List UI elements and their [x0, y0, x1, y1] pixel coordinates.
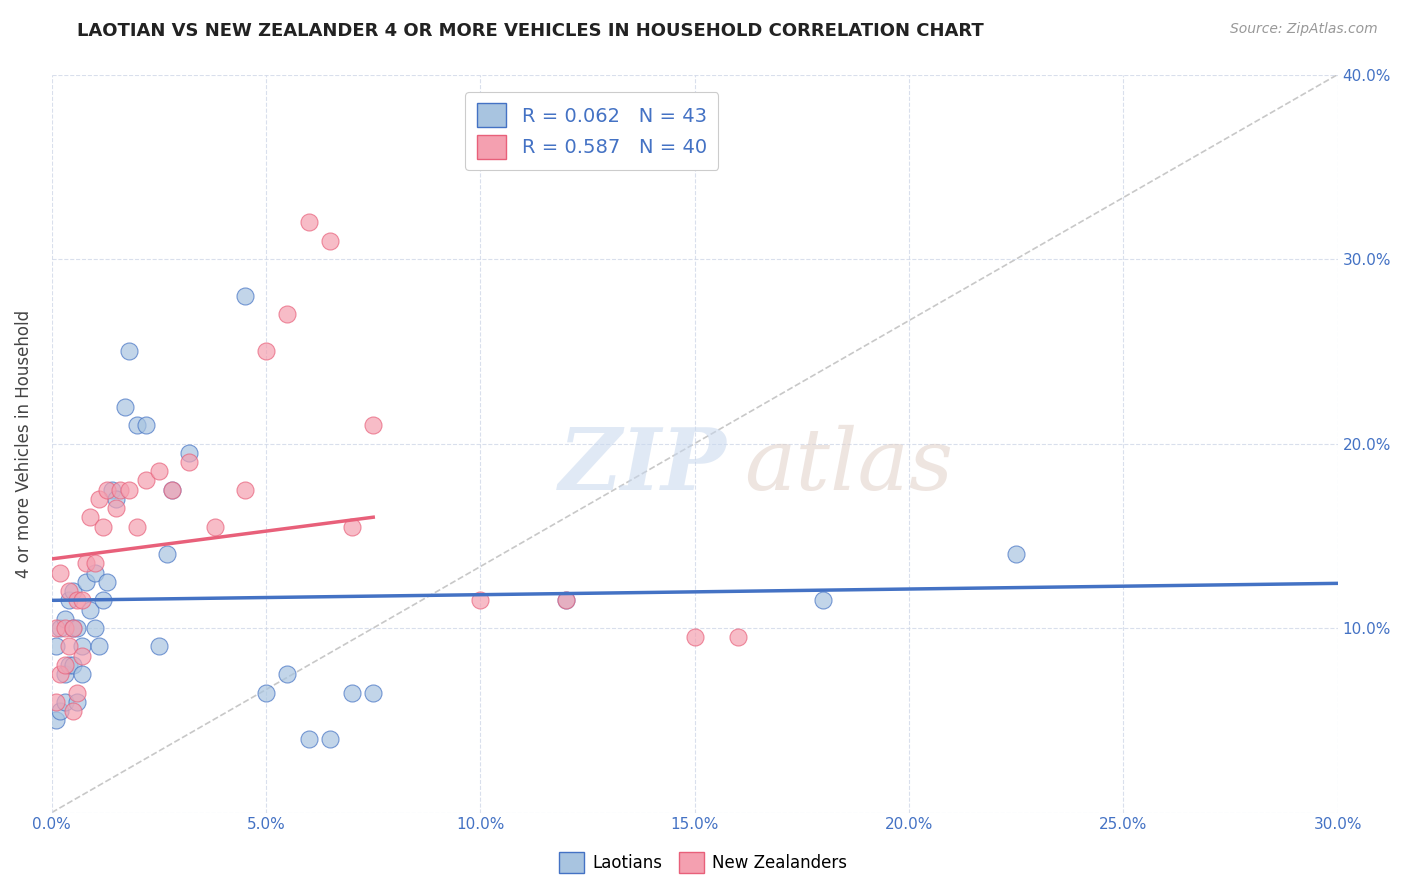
Point [127, 519, 149, 533]
Point [177, 446, 200, 460]
Point [156, 547, 179, 561]
Point [53, 695, 76, 709]
Point [70, 593, 93, 607]
Point [70, 648, 93, 663]
Point [127, 418, 149, 433]
Point [62, 704, 84, 718]
Point [87, 640, 110, 654]
Point [135, 474, 157, 488]
Point [49, 621, 72, 635]
Point [83, 557, 105, 571]
Point [254, 685, 277, 699]
Point [1005, 547, 1028, 561]
Point [75, 557, 97, 571]
Point [555, 593, 578, 607]
Text: ZIP: ZIP [560, 424, 727, 508]
Point [62, 621, 84, 635]
Point [105, 501, 128, 516]
Point [110, 483, 132, 497]
Point [148, 464, 170, 478]
Point [45, 713, 67, 727]
Point [204, 519, 226, 533]
Text: atlas: atlas [744, 425, 953, 507]
Point [70, 667, 93, 681]
Point [361, 418, 384, 433]
Point [66, 621, 89, 635]
Point [177, 455, 200, 469]
Point [45, 621, 67, 635]
Legend: R = 0.062   N = 43, R = 0.587   N = 40: R = 0.062 N = 43, R = 0.587 N = 40 [465, 92, 718, 170]
Point [105, 491, 128, 506]
Point [276, 667, 298, 681]
Point [49, 704, 72, 718]
Point [148, 640, 170, 654]
Point [49, 566, 72, 580]
Point [75, 574, 97, 589]
Point [70, 640, 93, 654]
Point [66, 695, 89, 709]
Point [62, 584, 84, 599]
Point [340, 685, 363, 699]
Text: Source: ZipAtlas.com: Source: ZipAtlas.com [1230, 22, 1378, 37]
Point [319, 234, 342, 248]
Point [254, 344, 277, 359]
Point [96, 483, 118, 497]
Point [53, 667, 76, 681]
Point [83, 621, 105, 635]
Point [555, 593, 578, 607]
Point [91, 593, 114, 607]
Point [66, 685, 89, 699]
Point [66, 593, 89, 607]
Point [62, 621, 84, 635]
Point [79, 602, 101, 616]
Y-axis label: 4 or more Vehicles in Household: 4 or more Vehicles in Household [15, 310, 32, 578]
Point [135, 418, 157, 433]
Point [470, 593, 492, 607]
Point [58, 593, 80, 607]
Point [298, 215, 321, 229]
Point [58, 640, 80, 654]
Point [276, 307, 298, 321]
Point [118, 483, 141, 497]
Point [45, 640, 67, 654]
Point [58, 657, 80, 672]
Point [79, 510, 101, 524]
Point [45, 695, 67, 709]
Point [49, 667, 72, 681]
Text: LAOTIAN VS NEW ZEALANDER 4 OR MORE VEHICLES IN HOUSEHOLD CORRELATION CHART: LAOTIAN VS NEW ZEALANDER 4 OR MORE VEHIC… [77, 22, 984, 40]
Point [813, 593, 835, 607]
Point [53, 657, 76, 672]
Point [298, 731, 321, 746]
Point [160, 483, 183, 497]
Point [118, 344, 141, 359]
Point [114, 400, 136, 414]
Point [683, 630, 706, 644]
Point [361, 685, 384, 699]
Point [83, 566, 105, 580]
Point [233, 289, 256, 303]
Point [53, 612, 76, 626]
Point [340, 519, 363, 533]
Point [727, 630, 749, 644]
Point [87, 491, 110, 506]
Point [233, 483, 256, 497]
Point [58, 584, 80, 599]
Point [100, 483, 122, 497]
Point [319, 731, 342, 746]
Point [53, 621, 76, 635]
Legend: Laotians, New Zealanders: Laotians, New Zealanders [553, 846, 853, 880]
Point [62, 657, 84, 672]
Point [160, 483, 183, 497]
Point [91, 519, 114, 533]
Point [96, 574, 118, 589]
